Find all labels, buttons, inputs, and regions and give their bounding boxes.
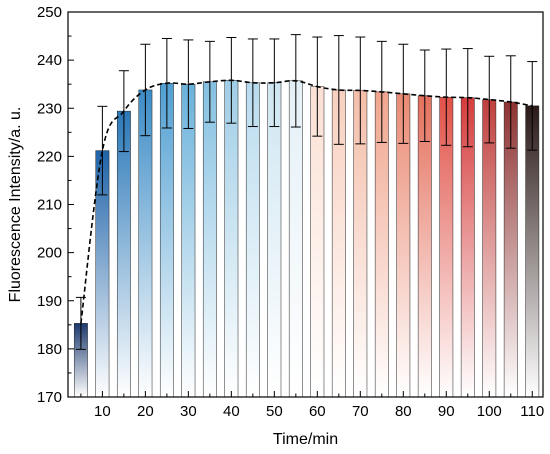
y-tick-label: 170: [37, 389, 62, 406]
bar-55: [288, 80, 303, 398]
x-tick-label: 80: [395, 403, 412, 420]
bar-40: [224, 80, 239, 398]
x-tick-label: 60: [309, 403, 326, 420]
x-tick-label: 70: [352, 403, 369, 420]
bar-100: [482, 99, 497, 398]
trend-line: [80, 79, 533, 324]
error-bar-100: [484, 55, 495, 144]
y-tick-label: 200: [37, 245, 62, 262]
y-axis: 170 180 190 200 210 220 230 240 250: [37, 4, 74, 406]
bar-35: [202, 81, 217, 398]
error-bar-50: [269, 38, 280, 128]
x-tick-label: 30: [180, 403, 197, 420]
y-tick-label: 210: [37, 197, 62, 214]
error-bar-65: [333, 35, 344, 145]
y-tick-label: 220: [37, 148, 62, 165]
bars: [73, 80, 540, 398]
error-bar-85: [419, 49, 430, 142]
y-tick-label: 250: [37, 4, 62, 21]
x-tick-label: 110: [520, 403, 544, 420]
y-tick-label: 190: [37, 293, 62, 310]
bar-30: [181, 83, 196, 398]
bar-15: [116, 110, 131, 398]
x-tick-label: 20: [137, 403, 154, 420]
bar-45: [245, 82, 260, 398]
error-bar-110: [527, 61, 538, 151]
y-tick-label: 180: [37, 341, 62, 358]
x-tick-label: 100: [477, 403, 502, 420]
bar-25: [159, 82, 174, 398]
y-tick-label: 240: [37, 52, 62, 69]
y-tick-label: 230: [37, 100, 62, 117]
x-tick-label: 50: [266, 403, 283, 420]
error-bar-10: [97, 105, 108, 196]
error-bar-30: [183, 39, 194, 129]
y-axis-title: Fluorescence Intensity/a. u.: [7, 107, 24, 303]
x-tick-label: 10: [94, 403, 111, 420]
x-tick-label: 90: [438, 403, 455, 420]
x-axis: 10 20 30 40 50 60 70 80 90 100 110: [80, 391, 544, 420]
bar-50: [267, 82, 282, 398]
x-axis-title: Time/min: [273, 431, 338, 448]
x-tick-label: 40: [223, 403, 240, 420]
error-bar-80: [398, 43, 409, 144]
